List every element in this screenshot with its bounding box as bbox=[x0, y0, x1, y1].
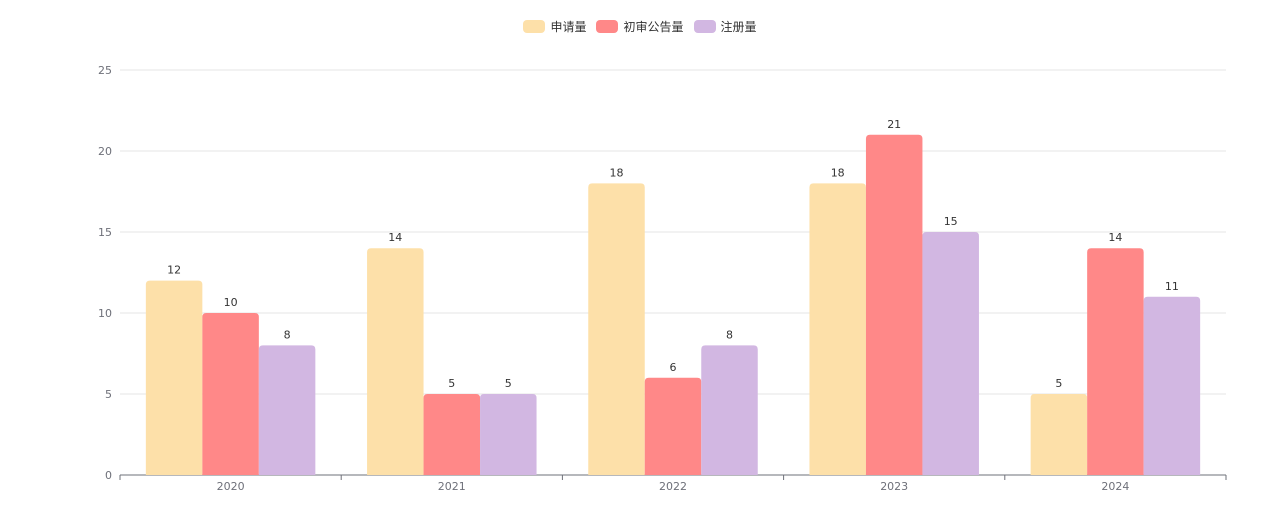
y-tick-label: 5 bbox=[105, 388, 112, 401]
y-tick-label: 10 bbox=[98, 307, 112, 320]
legend-item-preliminary[interactable]: 初审公告量 bbox=[596, 18, 684, 35]
data-label: 11 bbox=[1165, 280, 1179, 293]
x-tick-label: 2022 bbox=[659, 480, 687, 493]
legend-swatch-application bbox=[523, 20, 546, 33]
data-label: 12 bbox=[167, 264, 181, 277]
data-label: 21 bbox=[887, 118, 901, 131]
bar bbox=[480, 394, 537, 475]
x-tick-label: 2020 bbox=[217, 480, 245, 493]
x-tick-label: 2023 bbox=[880, 480, 908, 493]
data-label: 18 bbox=[831, 166, 845, 179]
data-label: 15 bbox=[944, 215, 958, 228]
y-tick-label: 20 bbox=[98, 145, 112, 158]
data-label: 14 bbox=[388, 231, 402, 244]
bar bbox=[809, 183, 866, 475]
data-label: 8 bbox=[726, 328, 733, 341]
bar bbox=[588, 183, 645, 475]
bar bbox=[145, 280, 203, 475]
bar bbox=[423, 394, 481, 475]
y-tick-label: 25 bbox=[98, 64, 112, 77]
data-label: 8 bbox=[284, 328, 291, 341]
bar bbox=[367, 248, 424, 475]
legend-item-registration[interactable]: 注册量 bbox=[693, 18, 757, 35]
data-label: 18 bbox=[610, 166, 624, 179]
x-tick-label: 2024 bbox=[1101, 480, 1129, 493]
bar bbox=[202, 313, 259, 475]
y-tick-label: 0 bbox=[105, 469, 112, 482]
bar bbox=[1030, 394, 1088, 475]
legend-label-application: 申请量 bbox=[550, 20, 587, 34]
legend-label-preliminary: 初审公告量 bbox=[623, 20, 684, 34]
bar bbox=[644, 377, 702, 475]
legend-label-registration: 注册量 bbox=[720, 20, 757, 34]
bar bbox=[922, 232, 979, 475]
x-tick-label: 2021 bbox=[438, 480, 466, 493]
data-label: 5 bbox=[448, 377, 455, 390]
bar bbox=[1087, 248, 1144, 475]
chart-legend: 申请量 初审公告量 注册量 bbox=[0, 18, 1280, 35]
legend-swatch-registration bbox=[693, 20, 716, 33]
data-label: 6 bbox=[670, 361, 677, 374]
bar bbox=[258, 345, 316, 475]
bar bbox=[701, 345, 758, 475]
legend-swatch-preliminary bbox=[596, 20, 619, 33]
y-tick-label: 15 bbox=[98, 226, 112, 239]
data-label: 5 bbox=[505, 377, 512, 390]
data-label: 10 bbox=[224, 296, 238, 309]
legend-item-application[interactable]: 申请量 bbox=[523, 18, 586, 35]
data-label: 14 bbox=[1108, 231, 1122, 244]
bar bbox=[1143, 296, 1201, 475]
bar bbox=[865, 134, 923, 476]
data-label: 5 bbox=[1055, 377, 1062, 390]
